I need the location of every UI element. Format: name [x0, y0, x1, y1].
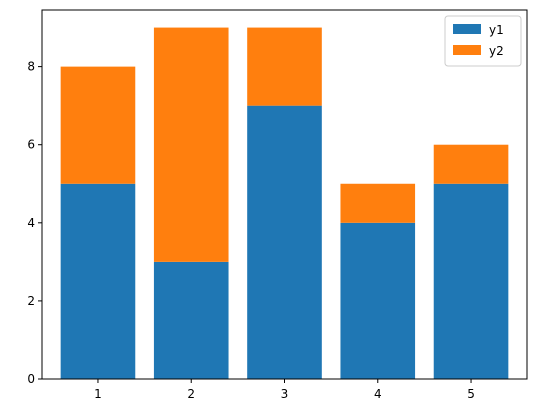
bar-y2-3 [247, 27, 322, 106]
bar-y1-5 [433, 183, 509, 379]
x-tick-label: 5 [467, 387, 475, 401]
bar-y2-1 [60, 66, 136, 184]
bar-y1-4 [340, 222, 416, 379]
x-tick-label: 2 [187, 387, 195, 401]
y-tick-label: 2 [27, 294, 35, 308]
x-tick-label: 4 [374, 387, 382, 401]
legend-swatch-y2 [453, 45, 481, 55]
x-tick-label: 3 [281, 387, 289, 401]
bar-y1-3 [247, 105, 322, 380]
bar-y1-1 [60, 183, 136, 379]
bar-y2-2 [153, 27, 229, 262]
y-tick-label: 0 [27, 372, 35, 386]
y-tick-label: 8 [27, 60, 35, 74]
y-tick-label: 4 [27, 216, 35, 230]
x-tick-label: 1 [94, 387, 102, 401]
x-axis: 1 2 3 4 5 [94, 379, 475, 401]
legend-swatch-y1 [453, 24, 481, 34]
bar-y1-2 [153, 261, 229, 379]
bars-layer [60, 27, 509, 380]
legend-label-y2: y2 [489, 44, 504, 58]
legend-box [444, 15, 522, 67]
legend-label-y1: y1 [489, 23, 504, 37]
legend: y1 y2 [444, 15, 522, 67]
bar-y2-4 [340, 183, 416, 223]
bar-y2-5 [433, 144, 509, 184]
y-axis: 0 2 4 6 8 [27, 60, 42, 386]
y-tick-label: 6 [27, 138, 35, 152]
